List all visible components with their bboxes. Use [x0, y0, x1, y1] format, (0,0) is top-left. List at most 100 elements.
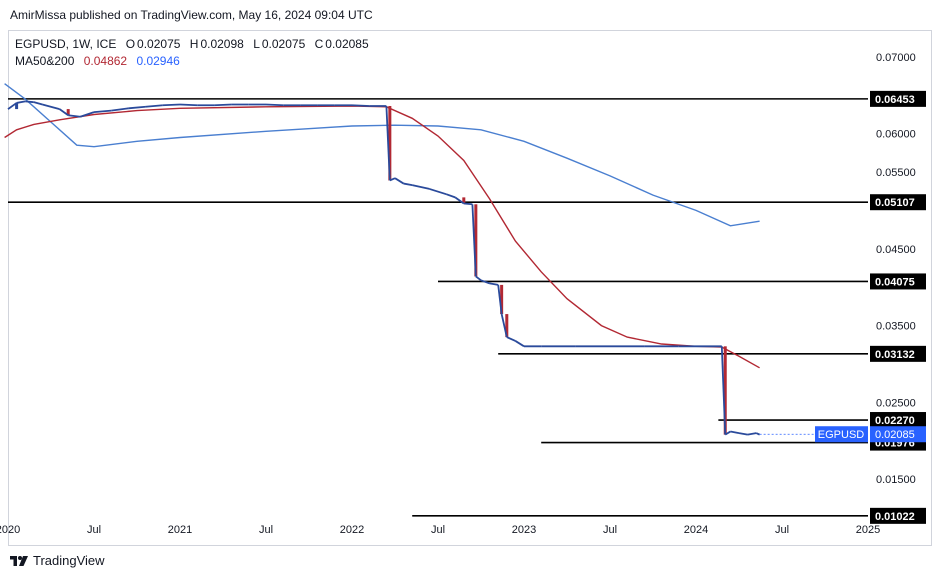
price-segment — [480, 279, 490, 285]
price-segment — [463, 202, 473, 206]
price-segment — [497, 284, 503, 315]
open-value: 0.02075 — [137, 37, 181, 51]
price-segment — [128, 105, 146, 110]
price-segment — [16, 100, 26, 104]
ma50-value: 0.04862 — [83, 54, 128, 68]
price-segment — [265, 103, 284, 107]
symbol-tag-label: EGPUSD — [818, 429, 865, 441]
price-candle — [474, 204, 478, 277]
y-tick-label: 0.02500 — [876, 397, 916, 409]
level-price-label: 0.01022 — [875, 511, 915, 523]
price-segment — [389, 177, 396, 182]
price-segment — [385, 105, 391, 181]
level-price-tag — [870, 507, 926, 524]
price-segment — [162, 103, 181, 107]
price-segment — [471, 204, 477, 277]
price-segment — [730, 430, 740, 434]
price-segment — [111, 107, 129, 112]
price-segment — [755, 432, 761, 436]
price-segment — [724, 430, 731, 436]
price-segment — [68, 114, 81, 118]
current-price-tag — [870, 426, 926, 443]
price-segment — [33, 101, 43, 106]
close-key: C — [314, 37, 324, 51]
level-price-tag — [870, 90, 926, 107]
price-segment — [475, 275, 482, 282]
x-tick-label: 2023 — [512, 524, 536, 536]
level-price-label: 0.02270 — [875, 415, 915, 427]
level-price-label: 0.06453 — [875, 94, 915, 106]
current-price-label: 0.02085 — [875, 429, 915, 441]
level-price-tag — [870, 345, 926, 362]
symbol-tag — [815, 426, 868, 443]
price-segment — [500, 313, 508, 338]
x-tick-label: Jul — [603, 524, 617, 536]
price-candle — [723, 346, 727, 435]
price-segment — [446, 193, 456, 199]
open-key: O — [125, 37, 136, 51]
x-tick-label: 2025 — [856, 524, 880, 536]
price-candle — [15, 102, 19, 110]
price-segment — [179, 103, 198, 107]
x-tick-label: Jul — [87, 524, 101, 536]
price-segment — [747, 432, 757, 436]
price-candle — [388, 106, 392, 181]
ma-row: MA50&200 0.04862 0.02946 — [15, 53, 369, 70]
price-segment — [394, 177, 405, 185]
price-segment — [59, 108, 69, 116]
ma200-line — [4, 83, 760, 227]
x-tick-label: 2021 — [168, 524, 192, 536]
symbol-label: EGPUSD, 1W, ICE — [15, 37, 117, 51]
chart-frame — [8, 30, 932, 546]
price-segment — [412, 184, 430, 190]
price-segment — [79, 111, 95, 118]
footer-brand: TradingView — [10, 553, 105, 568]
y-tick-label: 0.04500 — [876, 244, 916, 256]
price-segment — [7, 102, 18, 110]
level-price-tag — [870, 412, 926, 429]
level-price-label: 0.03132 — [875, 349, 915, 361]
x-tick-label: 2020 — [0, 524, 20, 536]
x-tick-label: Jul — [775, 524, 789, 536]
y-tick-label: 0.03500 — [876, 321, 916, 333]
y-tick-label: 0.05500 — [876, 167, 916, 179]
x-tick-label: Jul — [431, 524, 445, 536]
y-tick-label: 0.07000 — [876, 52, 916, 64]
low-key: L — [253, 37, 260, 51]
level-price-tag — [870, 273, 926, 290]
level-price-label: 0.04075 — [875, 276, 915, 288]
ma200-value: 0.02946 — [136, 54, 180, 68]
price-segment — [454, 196, 465, 205]
price-segment — [25, 100, 34, 104]
price-segment — [351, 104, 370, 107]
x-tick-label: 2022 — [340, 524, 364, 536]
publisher-header: AmirMissa published on TradingView.com, … — [0, 0, 939, 30]
ma50-line — [4, 105, 760, 369]
high-key: H — [189, 37, 199, 51]
tradingview-logo-icon — [10, 555, 28, 566]
close-value: 0.02085 — [325, 37, 369, 51]
price-candle — [505, 314, 509, 338]
y-tick-label: 0.06000 — [876, 129, 916, 141]
ma-label: MA50&200 — [15, 54, 75, 68]
price-segment — [738, 432, 748, 436]
price-segment — [506, 336, 516, 342]
price-segment — [93, 109, 112, 114]
brand-name: TradingView — [33, 553, 105, 568]
publisher-text: AmirMissa published on TradingView.com, … — [10, 8, 373, 22]
x-tick-label: Jul — [259, 524, 273, 536]
y-tick-label: 0.01500 — [876, 474, 916, 486]
high-value: 0.02098 — [200, 37, 244, 51]
price-candle — [66, 109, 70, 116]
ohlc-row: EGPUSD, 1W, ICE O 0.02075 H 0.02098 L 0.020… — [15, 36, 369, 53]
level-price-label: 0.05107 — [875, 197, 915, 209]
price-segment — [514, 340, 525, 348]
price-segment — [403, 182, 413, 186]
x-tick-label: 2024 — [684, 524, 708, 536]
low-value: 0.02075 — [261, 37, 306, 51]
price-candle — [500, 284, 504, 315]
chart-legend: EGPUSD, 1W, ICE O 0.02075 H 0.02098 L 0.020… — [15, 36, 369, 70]
price-segment — [145, 104, 163, 108]
price-segment — [214, 103, 232, 107]
